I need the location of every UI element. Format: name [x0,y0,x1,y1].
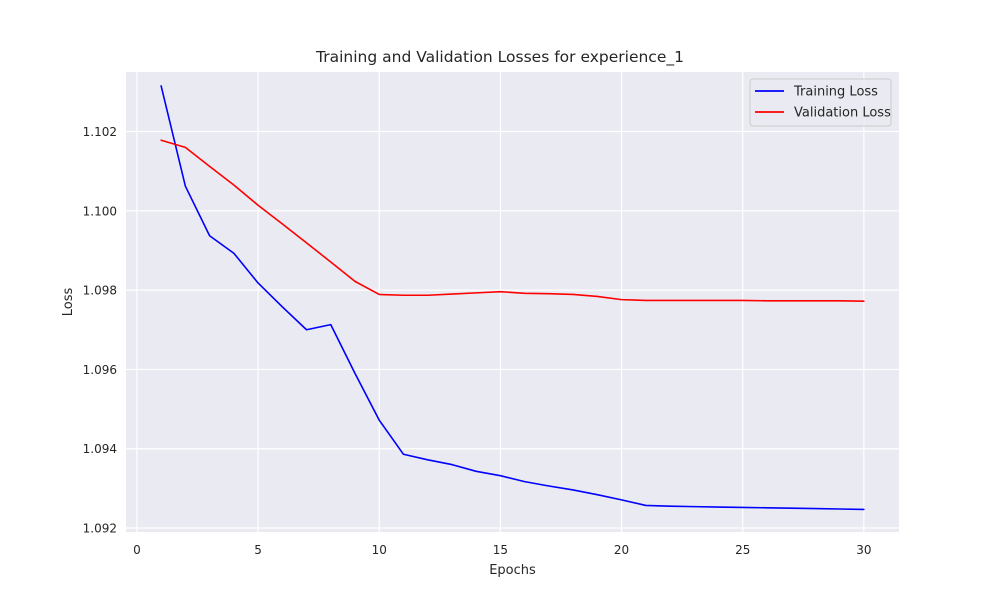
y-tick-label: 1.096 [83,363,117,377]
series-layer [160,85,865,511]
x-tick-label: 10 [372,543,387,557]
x-tick-label: 15 [493,543,508,557]
x-tick-label: 30 [856,543,871,557]
training-loss-legend-label: Training Loss [793,85,878,100]
x-tick-label: 25 [735,543,750,557]
y-tick-label: 1.102 [83,125,117,139]
validation-loss-legend-label: Validation Loss [794,106,891,121]
x-axis-label: Epochs [489,563,536,578]
x-tick-labels: 0 5 10 15 20 25 30 [133,543,871,557]
y-tick-label: 1.100 [83,204,117,218]
validation-loss-line [160,139,865,303]
x-tick-label: 5 [254,543,262,557]
y-tick-label: 1.094 [83,442,117,456]
plot-area [126,72,899,532]
y-tick-label: 1.098 [83,284,117,298]
chart-title: Training and Validation Losses for exper… [316,48,684,66]
y-tick-label: 1.092 [83,522,117,536]
y-tick-labels: 1.092 1.094 1.096 1.098 1.100 1.102 [83,125,117,536]
grid-lines [126,72,899,532]
training-loss-line [160,85,865,511]
legend-box [749,78,892,127]
legend: Training Loss Validation Loss [749,78,892,127]
x-tick-label: 20 [614,543,629,557]
x-tick-label: 0 [133,543,141,557]
y-axis-label: Loss [61,288,76,317]
